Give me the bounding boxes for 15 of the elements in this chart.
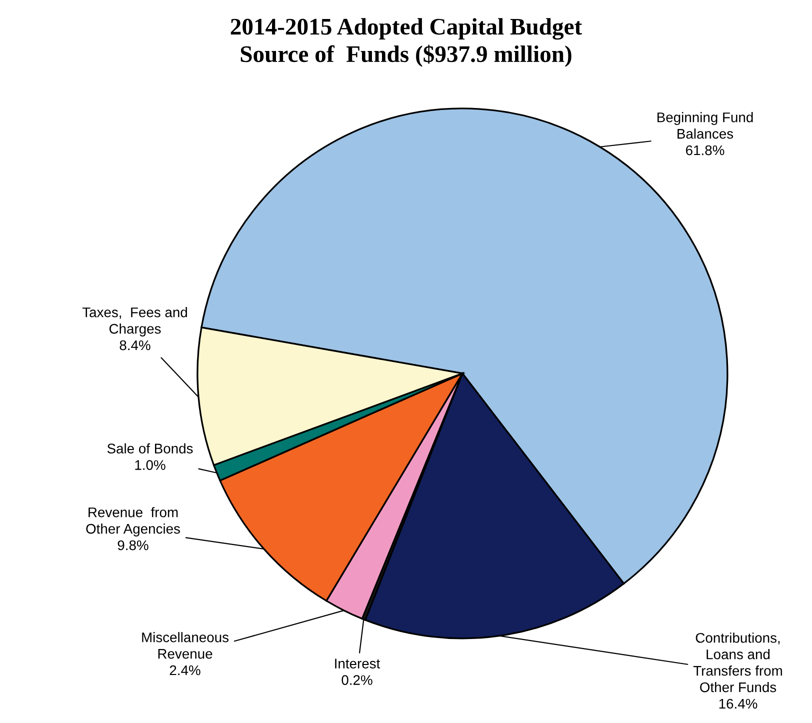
slice-label: Taxes, Fees and Charges [82, 307, 187, 336]
slice-label: Sale of Bonds [107, 443, 193, 454]
slice-label: Revenue from Other Agencies [86, 507, 180, 536]
slice-label: Interest [335, 658, 380, 668]
data-label: 9.8% [118, 540, 148, 550]
slice-label: Contributions, Loans and Transfers from Other Funds [693, 632, 782, 692]
data-label: 2.4% [170, 665, 200, 676]
data-label: 61.8% [686, 145, 724, 156]
data-label: 1.0% [135, 460, 166, 470]
data-label: 0.2% [342, 675, 372, 685]
chart-title: 2014-2015 Adopted Capital Budget Source of Funds ($937.9 million) [230, 18, 582, 67]
slice-label: Miscellaneous Revenue [142, 632, 229, 659]
data-label: 8.4% [120, 340, 150, 350]
data-label: 16.4% [719, 698, 758, 709]
slice-label: Beginning Fund Balances [657, 112, 753, 139]
